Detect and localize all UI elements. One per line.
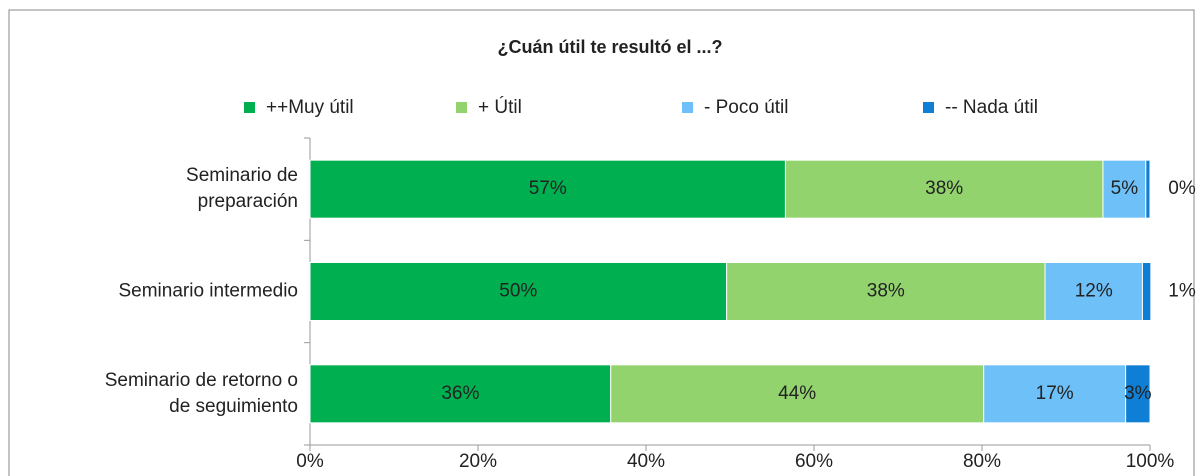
- data-label: 38%: [925, 178, 963, 199]
- chart-title: ¿Cuán útil te resultó el ...?: [497, 37, 722, 57]
- data-label: 3%: [1124, 383, 1152, 404]
- legend-label: + Útil: [478, 96, 522, 118]
- y-tick-label: Seminario de retorno o de seguimiento: [105, 370, 298, 417]
- bar-segment: [309, 364, 612, 424]
- data-label: 17%: [1036, 383, 1074, 404]
- data-label: 5%: [1111, 178, 1139, 199]
- x-tick-label: 20%: [459, 451, 497, 472]
- bar-segment: [1044, 262, 1143, 321]
- x-tick-label: 0%: [296, 451, 324, 472]
- bar-segment: [1145, 159, 1151, 219]
- data-label: 44%: [778, 383, 816, 404]
- x-tick-label: 60%: [795, 451, 833, 472]
- legend-swatch: [682, 102, 693, 113]
- data-label: 36%: [441, 383, 479, 404]
- legend-swatch: [244, 102, 255, 113]
- x-tick-label: 100%: [1126, 451, 1175, 472]
- data-label: 0%: [1168, 178, 1196, 199]
- legend-label: ++Muy útil: [266, 97, 354, 118]
- data-label: 50%: [499, 281, 537, 302]
- data-label: 1%: [1168, 281, 1196, 302]
- x-tick-label: 80%: [963, 451, 1001, 472]
- legend-label: -- Nada útil: [945, 97, 1038, 118]
- legend-swatch: [456, 102, 467, 113]
- bar-segment: [1125, 364, 1151, 424]
- bar-segment: [784, 159, 1104, 219]
- y-tick-label: Seminario intermedio: [118, 281, 298, 302]
- legend-swatch: [923, 102, 934, 113]
- data-label: 57%: [529, 178, 567, 199]
- data-label: 12%: [1075, 281, 1113, 302]
- y-tick-label: Seminario de preparación: [186, 165, 298, 212]
- bar-segment: [1102, 159, 1147, 219]
- bar-segment: [309, 262, 728, 321]
- x-tick-label: 40%: [627, 451, 665, 472]
- bar-segment: [1141, 262, 1152, 321]
- bar-segment: [726, 262, 1046, 321]
- data-label: 38%: [867, 281, 905, 302]
- bar-segment: [610, 364, 985, 424]
- legend-label: - Poco útil: [704, 97, 788, 118]
- bar-segment: [983, 364, 1127, 424]
